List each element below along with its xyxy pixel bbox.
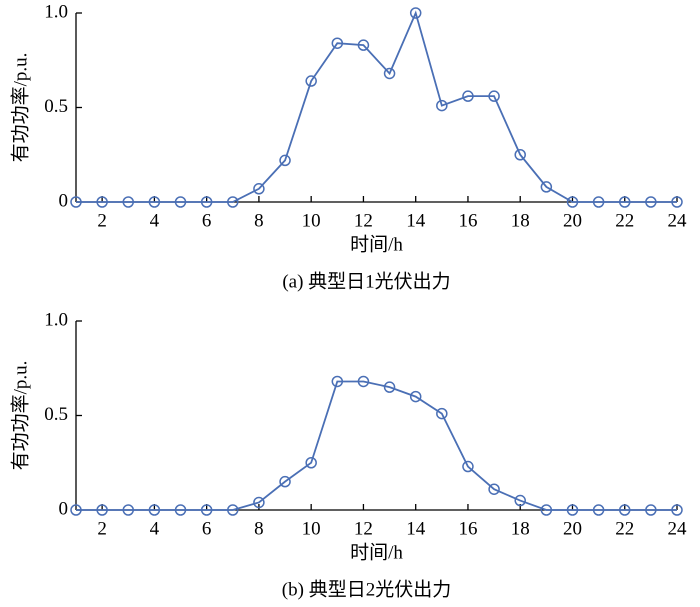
x-tick-label: 6: [202, 518, 212, 539]
marker: [436, 407, 448, 420]
marker: [514, 494, 526, 507]
marker: [409, 390, 422, 403]
x-tick-label: 16: [458, 518, 477, 539]
y-axis-label: 有功功率/p.u.: [9, 53, 31, 163]
marker: [462, 460, 474, 473]
x-tick-label: 6: [202, 210, 212, 231]
marker: [148, 196, 161, 208]
marker: [227, 196, 239, 208]
marker: [592, 504, 605, 516]
y-tick-label: 1.0: [44, 309, 68, 330]
marker: [540, 504, 553, 516]
x-tick-label: 2: [97, 210, 107, 231]
marker: [96, 196, 108, 208]
x-tick-label: 24: [668, 518, 688, 539]
marker: [227, 504, 239, 516]
marker: [514, 149, 526, 161]
x-tick-label: 18: [511, 210, 530, 231]
x-tick-label: 12: [354, 210, 373, 231]
marker: [331, 37, 344, 49]
marker: [305, 457, 317, 469]
y-tick-label: 0.5: [44, 404, 68, 425]
marker: [645, 504, 657, 516]
marker: [305, 75, 317, 87]
x-tick-label: 16: [458, 210, 477, 231]
marker: [540, 181, 553, 193]
marker: [671, 504, 683, 516]
marker: [331, 375, 344, 388]
x-tick-label: 22: [615, 210, 634, 231]
marker: [671, 196, 683, 208]
marker: [488, 90, 500, 102]
marker: [200, 196, 213, 208]
marker: [122, 504, 135, 516]
marker: [383, 67, 396, 80]
y-tick-label: 0: [59, 498, 69, 519]
y-axis-label: 有功功率/p.u.: [9, 361, 31, 471]
marker: [253, 183, 265, 195]
marker: [253, 496, 265, 509]
marker: [488, 483, 500, 495]
caption: (a) 典型日1光伏出力: [282, 270, 450, 292]
marker: [436, 99, 448, 112]
x-tick-label: 8: [254, 518, 264, 539]
marker: [357, 375, 370, 388]
x-tick-label: 2: [97, 518, 107, 539]
marker: [645, 196, 657, 208]
x-tick-label: 10: [302, 210, 321, 231]
x-axis-label: 时间/h: [350, 233, 403, 255]
marker: [566, 196, 579, 208]
marker: [383, 381, 396, 393]
marker: [148, 504, 161, 516]
x-tick-label: 22: [615, 518, 634, 539]
line: [76, 10, 677, 203]
x-tick-label: 10: [302, 518, 321, 539]
marker: [96, 504, 108, 516]
x-tick-label: 14: [406, 210, 426, 231]
caption: (b) 典型日2光伏出力: [282, 578, 451, 600]
x-tick-label: 12: [354, 518, 373, 539]
marker: [174, 196, 187, 208]
x-tick-label: 18: [511, 518, 530, 539]
x-tick-label: 4: [150, 518, 160, 539]
marker: [409, 7, 422, 19]
marker: [70, 196, 82, 208]
x-tick-label: 20: [563, 518, 582, 539]
x-tick-label: 4: [150, 210, 160, 231]
marker: [462, 90, 474, 102]
marker: [70, 504, 82, 516]
marker: [174, 504, 187, 516]
marker: [122, 196, 135, 208]
y-tick-label: 1.0: [44, 1, 68, 22]
x-tick-label: 14: [406, 518, 426, 539]
x-axis-label: 时间/h: [350, 541, 403, 563]
marker: [200, 504, 213, 516]
marker: [566, 504, 579, 516]
x-tick-label: 20: [563, 210, 582, 231]
marker: [618, 504, 631, 516]
marker: [592, 196, 605, 208]
marker: [279, 475, 291, 488]
y-tick-label: 0: [59, 190, 69, 211]
y-tick-label: 0.5: [44, 96, 68, 117]
x-tick-label: 24: [668, 210, 688, 231]
marker: [357, 39, 370, 51]
marker: [279, 154, 291, 167]
marker: [618, 196, 631, 208]
x-tick-label: 8: [254, 210, 264, 231]
line: [76, 380, 677, 511]
